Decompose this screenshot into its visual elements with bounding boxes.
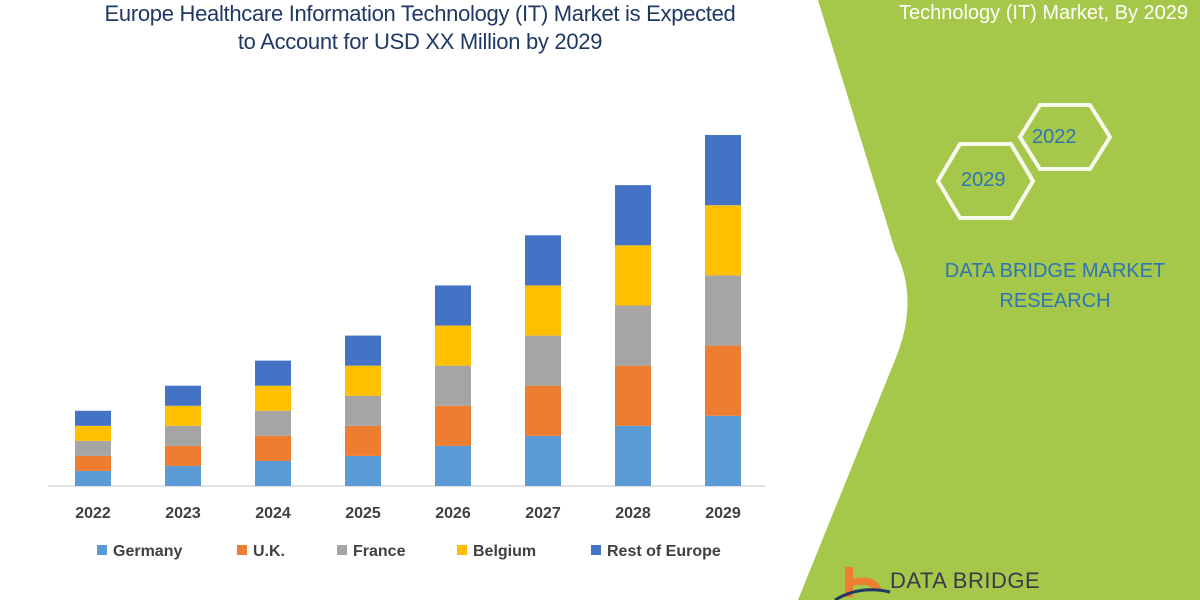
bar-2022-rest-of-europe <box>75 410 111 426</box>
bar-2026-rest-of-europe <box>435 285 471 326</box>
bar-2023-germany <box>165 465 201 486</box>
logo-icon <box>834 567 891 600</box>
brand-line-1: DATA BRIDGE MARKET <box>944 260 1166 282</box>
legend: Germany U.K. France Belgium Rest of Europe <box>97 543 721 560</box>
bar-2022-u-k- <box>75 455 111 471</box>
bar-2023-rest-of-europe <box>165 385 201 406</box>
x-tick-label: 2027 <box>525 505 561 522</box>
bar-2028-germany <box>615 425 651 486</box>
bar-2027-france <box>525 335 561 386</box>
bar-2023-france <box>165 425 201 446</box>
title-line-1: Europe Healthcare Information Technology… <box>104 1 736 26</box>
legend-swatch <box>237 545 247 555</box>
bar-2028-u-k- <box>615 365 651 426</box>
legend-item: France <box>337 543 406 560</box>
brand-line-2: RESEARCH <box>999 290 1111 312</box>
bar-2028-belgium <box>615 245 651 306</box>
legend-item: Rest of Europe <box>591 543 721 560</box>
x-tick-label: 2022 <box>75 505 111 522</box>
x-tick-label: 2029 <box>705 505 741 522</box>
bar-2022-france <box>75 440 111 456</box>
bar-2025-france <box>345 395 381 426</box>
legend-label: Rest of Europe <box>607 543 721 560</box>
bar-2023-belgium <box>165 405 201 426</box>
bar-2026-belgium <box>435 325 471 366</box>
bar-2023-u-k- <box>165 445 201 466</box>
x-tick-label: 2028 <box>615 505 651 522</box>
bar-2026-france <box>435 365 471 406</box>
x-ticks-group: 2022 2023 2024 2025 2026 2027 2028 2029 <box>75 505 741 522</box>
bar-2025-rest-of-europe <box>345 335 381 366</box>
bar-2025-u-k- <box>345 425 381 456</box>
bar-2027-u-k- <box>525 385 561 436</box>
bar-2025-germany <box>345 455 381 486</box>
legend-item: Belgium <box>457 543 536 560</box>
bar-2029-germany <box>705 415 741 486</box>
bar-2028-rest-of-europe <box>615 185 651 246</box>
bar-2022-belgium <box>75 425 111 441</box>
bar-2025-belgium <box>345 365 381 396</box>
logo-text: DATA BRIDGE <box>890 568 1041 593</box>
bar-2027-belgium <box>525 285 561 336</box>
bar-2029-france <box>705 275 741 346</box>
x-tick-label: 2026 <box>435 505 471 522</box>
legend-swatch <box>591 545 601 555</box>
bar-2026-germany <box>435 445 471 486</box>
bar-2027-germany <box>525 435 561 486</box>
bar-2024-belgium <box>255 385 291 411</box>
hex-label-2022: 2022 <box>1032 126 1077 148</box>
title-line-2: to Account for USD XX Million by 2029 <box>237 29 603 54</box>
hexagon-2022 <box>1017 103 1113 171</box>
legend-swatch <box>457 545 467 555</box>
legend-swatch <box>97 545 107 555</box>
bar-2029-u-k- <box>705 345 741 416</box>
x-tick-label: 2023 <box>165 505 201 522</box>
bar-2024-germany <box>255 460 291 486</box>
legend-item: U.K. <box>237 543 285 560</box>
bar-2029-rest-of-europe <box>705 135 741 206</box>
x-tick-label: 2024 <box>255 505 291 522</box>
hex-label-2029: 2029 <box>961 169 1006 191</box>
bar-2024-france <box>255 410 291 436</box>
legend-label: U.K. <box>253 543 285 560</box>
x-tick-label: 2025 <box>345 505 381 522</box>
legend-label: Germany <box>113 543 182 560</box>
bar-2024-rest-of-europe <box>255 360 291 386</box>
bar-2027-rest-of-europe <box>525 235 561 286</box>
bar-2026-u-k- <box>435 405 471 446</box>
brand-text: DATA BRIDGE MARKET RESEARCH <box>920 256 1190 316</box>
legend-label: France <box>353 543 406 560</box>
legend-item: Germany <box>97 543 182 560</box>
bar-2029-belgium <box>705 205 741 276</box>
legend-label: Belgium <box>473 543 536 560</box>
hexagon-2029 <box>935 142 1036 220</box>
bar-2028-france <box>615 305 651 366</box>
side-panel-title: Technology (IT) Market, By 2029 <box>898 2 1188 24</box>
legend-swatch <box>337 545 347 555</box>
stacked-bar-chart: 2022 2023 2024 2025 2026 2027 2028 2029 Germany… <box>48 135 765 560</box>
bar-2024-u-k- <box>255 435 291 461</box>
chart-title: Europe Healthcare Information Technology… <box>40 0 800 56</box>
bar-2022-germany <box>75 470 111 486</box>
bars-group <box>75 135 741 486</box>
